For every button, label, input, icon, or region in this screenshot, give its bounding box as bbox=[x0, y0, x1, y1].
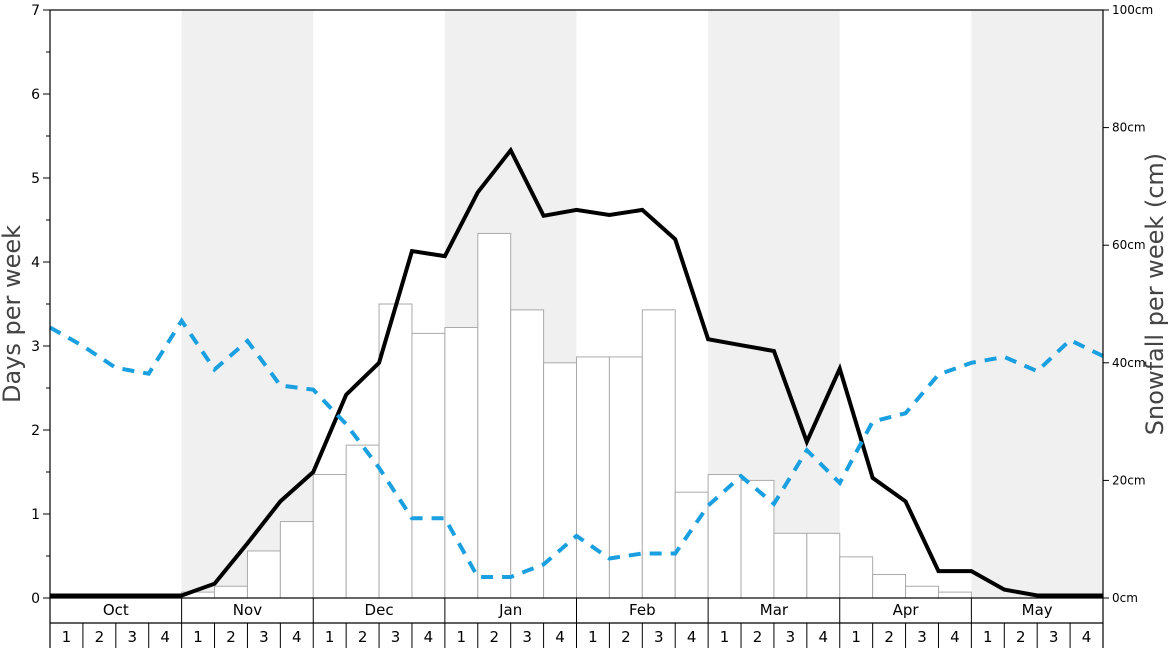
left-axis: 0 1 2 3 4 5 6 7 bbox=[31, 3, 50, 607]
month-label: Jan bbox=[498, 601, 522, 619]
left-tick-label: 1 bbox=[31, 507, 40, 523]
week-label: 1 bbox=[851, 628, 861, 646]
week-label: 2 bbox=[358, 628, 368, 646]
month-label: Nov bbox=[233, 601, 262, 619]
week-label: 2 bbox=[621, 628, 631, 646]
week-label: 4 bbox=[687, 628, 697, 646]
week-label: 4 bbox=[819, 628, 829, 646]
snowfall-bar bbox=[806, 532, 841, 599]
snowfall-bar bbox=[345, 444, 380, 599]
week-label: 1 bbox=[588, 628, 598, 646]
week-label: 4 bbox=[424, 628, 434, 646]
snowfall-bar bbox=[477, 232, 512, 599]
week-label: 3 bbox=[127, 628, 137, 646]
dashed-series-line bbox=[49, 317, 1104, 579]
snowfall-bar bbox=[905, 585, 939, 599]
week-label: 4 bbox=[1082, 628, 1092, 646]
month-label: Mar bbox=[760, 601, 789, 619]
right-tick-label: 100cm bbox=[1112, 3, 1153, 17]
snowfall-bars bbox=[181, 232, 972, 599]
x-axis: Oct 1 2 3 4 Nov 1 2 3 4 Dec 1 2 3 4 Jan 1 2 3 4 Feb 1 2 3 4 Mar 1 2… bbox=[49, 598, 1104, 648]
week-label: 1 bbox=[457, 628, 467, 646]
right-axis-title: Snowfall per week (cm) bbox=[1141, 153, 1168, 435]
week-label: 4 bbox=[950, 628, 960, 646]
week-label: 2 bbox=[95, 628, 105, 646]
snowfall-bar bbox=[872, 573, 907, 599]
snowfall-bar bbox=[839, 556, 874, 599]
week-label: 3 bbox=[917, 628, 927, 646]
right-tick-label: 0cm bbox=[1112, 591, 1138, 605]
left-tick-label: 2 bbox=[31, 423, 40, 439]
snow-days-line bbox=[50, 146, 1103, 598]
left-tick-label: 0 bbox=[31, 591, 40, 607]
right-tick-label: 80cm bbox=[1112, 121, 1146, 135]
month-label: Apr bbox=[893, 601, 920, 619]
month-label: May bbox=[1022, 601, 1053, 619]
week-label: 4 bbox=[292, 628, 302, 646]
week-label: 1 bbox=[325, 628, 335, 646]
week-label: 2 bbox=[753, 628, 763, 646]
right-tick-label: 40cm bbox=[1112, 356, 1146, 370]
snowfall-bar bbox=[707, 474, 742, 599]
week-label: 1 bbox=[983, 628, 993, 646]
snowfall-bar bbox=[773, 532, 808, 599]
band-may bbox=[971, 10, 1103, 598]
week-label: 4 bbox=[160, 628, 170, 646]
band-nov bbox=[181, 10, 314, 598]
week-label: 3 bbox=[654, 628, 664, 646]
week-label: 2 bbox=[489, 628, 499, 646]
week-label: 4 bbox=[555, 628, 565, 646]
week-label: 2 bbox=[226, 628, 236, 646]
snowfall-bar bbox=[740, 479, 775, 599]
week-label: 2 bbox=[884, 628, 894, 646]
left-tick-label: 4 bbox=[31, 255, 40, 271]
snowfall-bar bbox=[279, 521, 314, 599]
snowfall-bar bbox=[641, 309, 676, 599]
week-label: 1 bbox=[62, 628, 72, 646]
right-axis: 0cm 20cm 40cm 60cm 80cm 100cm bbox=[1103, 3, 1153, 605]
month-label: Oct bbox=[103, 601, 129, 619]
snowfall-bar bbox=[444, 327, 479, 599]
snowfall-bar bbox=[576, 356, 610, 599]
snowfall-bar bbox=[510, 309, 545, 599]
month-label: Dec bbox=[365, 601, 394, 619]
right-tick-label: 20cm bbox=[1112, 473, 1146, 487]
snowfall-bar bbox=[246, 550, 281, 599]
left-tick-label: 7 bbox=[31, 3, 40, 19]
snowfall-bar bbox=[411, 332, 446, 599]
left-tick-label: 6 bbox=[31, 87, 40, 103]
snowfall-bar bbox=[937, 591, 972, 599]
week-label: 1 bbox=[193, 628, 203, 646]
left-axis-title: Days per week bbox=[0, 225, 26, 403]
week-label: 3 bbox=[391, 628, 401, 646]
left-tick-label: 3 bbox=[31, 339, 40, 355]
week-label: 3 bbox=[259, 628, 269, 646]
snowfall-bar bbox=[608, 356, 643, 599]
snowfall-bar bbox=[674, 491, 709, 599]
week-label: 3 bbox=[1049, 628, 1059, 646]
series-lines bbox=[49, 146, 1104, 598]
month-label: Feb bbox=[629, 601, 656, 619]
week-label: 1 bbox=[720, 628, 730, 646]
left-tick-label: 5 bbox=[31, 171, 40, 187]
week-label: 2 bbox=[1016, 628, 1026, 646]
week-label: 3 bbox=[522, 628, 532, 646]
snowfall-bar bbox=[312, 474, 347, 599]
snowfall-bar bbox=[214, 585, 248, 599]
week-label: 3 bbox=[786, 628, 796, 646]
right-tick-label: 60cm bbox=[1112, 238, 1146, 252]
